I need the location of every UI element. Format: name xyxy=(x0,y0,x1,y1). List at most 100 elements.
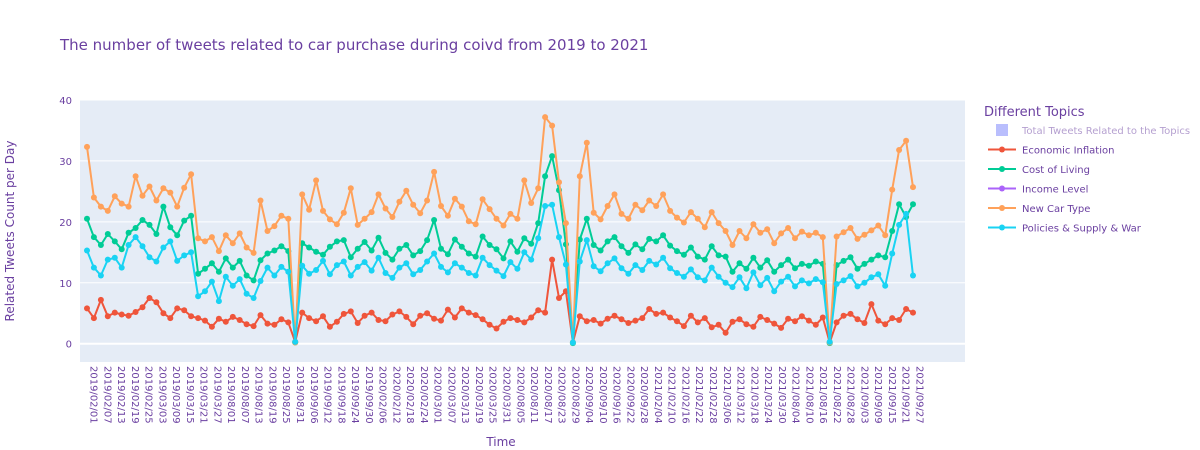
data-point xyxy=(785,273,792,280)
data-point xyxy=(479,196,486,203)
data-point xyxy=(639,207,646,214)
data-point xyxy=(701,256,708,263)
data-point xyxy=(306,270,313,277)
data-point xyxy=(451,195,458,202)
data-point xyxy=(104,231,111,237)
data-point xyxy=(833,233,840,240)
data-point xyxy=(264,250,271,257)
data-point xyxy=(375,234,382,241)
y-tick-label: 10 xyxy=(59,279,72,290)
data-point xyxy=(125,229,132,236)
data-point xyxy=(174,257,181,264)
x-tick-label: 2020/02/18 xyxy=(404,366,415,424)
data-point xyxy=(535,235,542,242)
data-point xyxy=(861,279,868,286)
data-point xyxy=(90,315,97,322)
data-point xyxy=(896,147,903,153)
data-point xyxy=(694,319,701,326)
data-point xyxy=(271,321,278,328)
data-point xyxy=(472,272,479,279)
data-point xyxy=(493,246,500,253)
data-point xyxy=(417,267,424,273)
data-point xyxy=(208,234,215,241)
data-point xyxy=(583,215,590,222)
x-tick-label: 2020/08/29 xyxy=(569,366,580,424)
data-point xyxy=(819,234,826,241)
data-point xyxy=(604,238,611,245)
data-point xyxy=(757,313,764,320)
data-point xyxy=(722,329,729,336)
data-point xyxy=(764,257,771,264)
data-point xyxy=(257,312,264,319)
data-point xyxy=(313,318,320,325)
data-point xyxy=(271,223,278,230)
data-point xyxy=(597,216,604,223)
data-point xyxy=(729,268,736,275)
data-point xyxy=(674,214,680,221)
data-point xyxy=(875,271,882,278)
data-point xyxy=(257,278,264,284)
data-point xyxy=(625,320,632,326)
x-tick-label: 2021/02/10 xyxy=(666,366,677,424)
data-point xyxy=(680,219,687,226)
data-point xyxy=(715,220,722,227)
data-point xyxy=(764,274,771,281)
data-point xyxy=(507,210,514,217)
data-point xyxy=(514,265,521,272)
data-point xyxy=(750,323,757,330)
data-point xyxy=(139,192,146,199)
data-point xyxy=(111,238,118,245)
data-point xyxy=(889,186,896,193)
data-point xyxy=(424,258,431,265)
data-point xyxy=(97,296,104,303)
x-tick-label: 2019/02/25 xyxy=(143,366,154,424)
data-point xyxy=(528,256,535,263)
data-point xyxy=(479,233,486,240)
data-point xyxy=(375,317,382,323)
data-point xyxy=(625,215,632,222)
data-point xyxy=(167,238,174,245)
data-point xyxy=(97,242,104,248)
data-point xyxy=(271,272,278,279)
data-point xyxy=(625,270,632,277)
data-point xyxy=(708,209,715,216)
data-point xyxy=(660,254,667,261)
data-point xyxy=(778,262,785,269)
data-point xyxy=(708,243,715,250)
data-point xyxy=(236,317,243,323)
data-point xyxy=(424,310,431,317)
x-tick-label: 2019/08/13 xyxy=(253,366,264,424)
legend-label: Economic Inflation xyxy=(1022,146,1114,157)
data-point xyxy=(514,317,521,323)
data-point xyxy=(708,264,715,271)
x-tick-label: 2020/02/06 xyxy=(377,366,388,424)
x-tick-label: 2021/03/18 xyxy=(748,366,759,424)
data-point xyxy=(299,191,306,198)
data-point xyxy=(493,267,500,274)
data-point xyxy=(798,277,805,284)
data-point xyxy=(868,256,875,263)
data-point xyxy=(153,258,160,265)
data-point xyxy=(236,230,243,237)
data-point xyxy=(424,197,431,204)
data-point xyxy=(590,209,597,216)
data-point xyxy=(486,242,493,248)
data-point xyxy=(521,177,528,184)
data-point xyxy=(188,249,195,256)
data-point xyxy=(792,235,798,242)
x-tick-label: 2021/02/16 xyxy=(679,366,690,424)
data-point xyxy=(84,215,90,222)
data-point xyxy=(625,249,632,256)
y-tick-label: 30 xyxy=(59,157,72,168)
x-tick-label: 2021/08/22 xyxy=(831,366,842,424)
data-point xyxy=(340,310,347,317)
data-point xyxy=(542,114,549,121)
data-point xyxy=(729,242,736,248)
data-point xyxy=(875,317,882,324)
data-point xyxy=(132,173,139,180)
data-point xyxy=(680,273,687,280)
data-point xyxy=(299,309,306,316)
data-point xyxy=(153,299,160,306)
x-tick-label: 2019/09/30 xyxy=(363,366,374,424)
data-point xyxy=(639,315,646,322)
